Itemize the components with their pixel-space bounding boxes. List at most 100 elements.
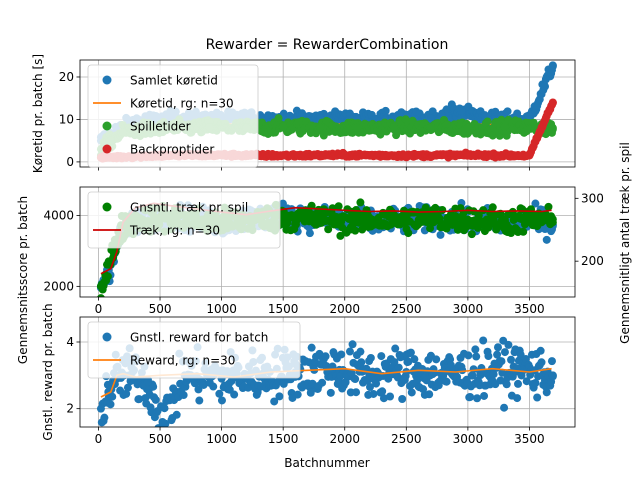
data-point: [377, 352, 386, 361]
data-point: [436, 230, 445, 239]
data-point: [369, 389, 378, 398]
data-point: [438, 206, 447, 215]
legend-label: Gnstl. reward for batch: [130, 331, 268, 345]
axes-frame: [79, 316, 576, 428]
data-point: [135, 395, 144, 404]
x-tick-label: 0: [95, 432, 103, 446]
x-axis-label: Batchnummer: [284, 456, 369, 470]
data-point: [345, 347, 354, 356]
y-axis-label: Køretid pr. batch [s]: [31, 54, 45, 173]
data-point: [324, 225, 333, 234]
x-tick-label: 3500: [514, 302, 545, 316]
data-point: [351, 226, 360, 235]
data-point: [230, 390, 239, 399]
data-point: [548, 123, 557, 132]
data-point: [459, 209, 468, 218]
data-point: [172, 410, 181, 419]
data-point: [199, 380, 208, 389]
y-axis-label: Gnstl. reward pr. batch: [41, 303, 55, 440]
data-point: [337, 350, 346, 359]
x-tick-label: 0: [95, 302, 103, 316]
data-point: [386, 392, 395, 401]
data-point: [480, 391, 489, 400]
axes-frame: [79, 59, 576, 168]
data-point: [381, 106, 390, 115]
data-point: [410, 355, 419, 364]
data-point: [500, 123, 509, 132]
data-point: [498, 368, 507, 377]
data-point: [390, 358, 399, 367]
legend: Samlet køretid Køretid, rg: n=30 Spilletid…: [87, 64, 259, 168]
data-point: [215, 389, 224, 398]
data-point: [536, 346, 545, 355]
data-point: [279, 151, 288, 160]
data-point: [426, 214, 435, 223]
data-point: [270, 397, 279, 406]
data-point: [493, 350, 502, 359]
data-point: [316, 123, 325, 132]
data-point: [158, 418, 167, 426]
data-point: [473, 394, 482, 403]
y-tick-label: 2: [66, 402, 74, 416]
data-point: [356, 347, 365, 356]
legend-marker: [102, 75, 112, 85]
data-point: [537, 215, 546, 224]
data-point: [483, 117, 492, 126]
data-point: [463, 151, 472, 160]
data-point: [394, 363, 403, 372]
legend-marker: [102, 332, 112, 342]
data-point: [500, 348, 509, 357]
data-point: [435, 214, 444, 223]
data-point: [548, 371, 557, 380]
data-point: [525, 151, 534, 160]
data-point: [341, 378, 350, 387]
data-point: [336, 231, 345, 240]
legend: Gnstl. reward for batch Reward, rg: n=30: [87, 321, 301, 379]
data-point: [306, 388, 315, 397]
data-point: [307, 343, 316, 352]
data-point: [293, 390, 302, 399]
data-point: [384, 374, 393, 383]
data-point: [378, 387, 387, 396]
reward-panel: 0 500 1000 1500 2000 2500 3000 3500 2 4 Gnstl. rew…: [41, 303, 576, 446]
figure-title: Rewarder = RewarderCombination: [206, 37, 449, 53]
data-point: [468, 371, 477, 380]
data-point: [516, 350, 525, 359]
x-tick-label: 2500: [391, 302, 422, 316]
data-point: [507, 355, 516, 364]
data-point: [389, 215, 398, 224]
data-point: [275, 392, 284, 401]
data-point: [467, 230, 476, 239]
data-point: [372, 379, 381, 388]
data-point: [426, 114, 435, 123]
data-point: [358, 225, 367, 234]
y-right-tick-label: 200: [581, 254, 604, 268]
legend-box: [87, 321, 301, 379]
data-point: [334, 202, 343, 211]
legend-label: Backproptider: [130, 143, 214, 157]
data-point: [457, 106, 466, 115]
data-point: [365, 383, 374, 392]
data-point: [194, 385, 203, 394]
data-point: [500, 216, 509, 225]
data-point: [497, 357, 506, 366]
data-point: [143, 378, 152, 386]
data-point: [426, 224, 435, 233]
data-point: [101, 272, 110, 281]
data-point: [209, 382, 218, 391]
data-point: [316, 214, 325, 223]
data-point: [398, 395, 407, 404]
data-point: [544, 202, 553, 211]
data-point: [502, 380, 511, 389]
data-point: [96, 404, 105, 413]
data-point: [123, 383, 132, 392]
y-tick-label: 4000: [43, 208, 74, 222]
data-point: [547, 357, 556, 366]
y-tick-label: 10: [59, 112, 74, 126]
legend-marker: [102, 121, 112, 131]
data-point: [458, 366, 467, 375]
data-point: [513, 394, 522, 403]
data-point: [253, 388, 262, 397]
data-point: [533, 393, 542, 402]
